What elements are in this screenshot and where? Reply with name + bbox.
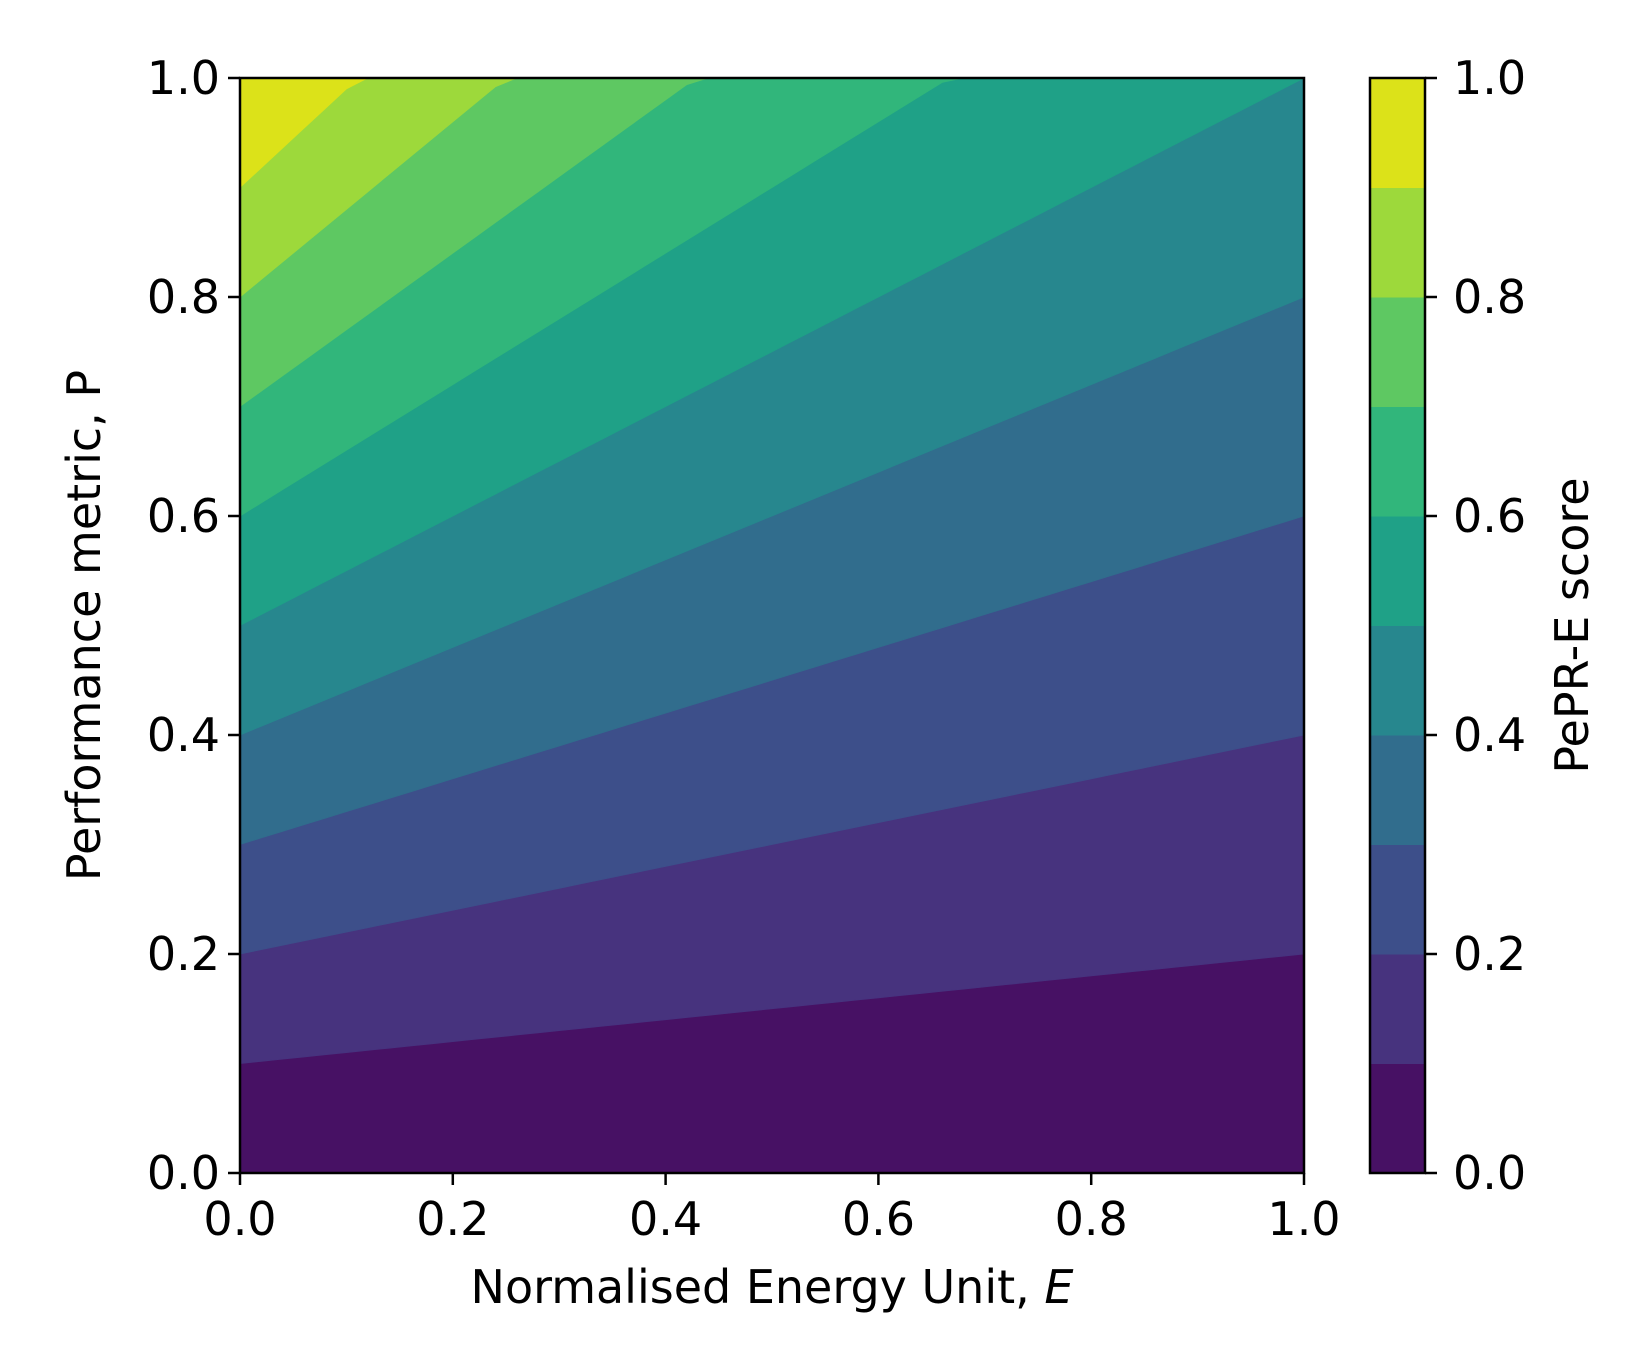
x-tick-label: 0.8 — [1055, 1192, 1128, 1246]
colorbar-tick-label: 0.6 — [1453, 489, 1526, 543]
colorbar-label: PePR-E score — [1545, 477, 1599, 773]
colorbar-segment — [1370, 187, 1425, 298]
y-axis-label: Performance metric, P — [57, 370, 111, 881]
colorbar-axis: 0.0 0.2 0.4 0.6 0.8 1.0 — [1425, 51, 1526, 1200]
colorbar-tick-label: 0.8 — [1453, 270, 1526, 324]
colorbar-segment — [1370, 735, 1425, 845]
colorbar-segment — [1370, 844, 1425, 955]
x-tick-label: 0.4 — [629, 1192, 702, 1246]
colorbar-segment — [1370, 297, 1425, 407]
colorbar-tick-label: 0.0 — [1453, 1146, 1526, 1200]
plot-frame — [238, 76, 1306, 1175]
colorbar-segment — [1370, 78, 1425, 188]
x-tick-label: 0.0 — [203, 1192, 276, 1246]
x-tick-label: 0.2 — [416, 1192, 489, 1246]
colorbar-segment — [1370, 406, 1425, 517]
contour-bands — [239, 77, 1305, 1174]
x-tick-label: 0.6 — [842, 1192, 915, 1246]
y-tick-label: 0.2 — [147, 927, 220, 981]
x-tick-label: 1.0 — [1267, 1192, 1340, 1246]
x-axis-label: Normalised Energy Unit, E — [471, 1260, 1074, 1314]
colorbar-tick-label: 0.2 — [1453, 927, 1526, 981]
y-tick-label: 0.0 — [147, 1146, 220, 1200]
colorbar-tick-label: 1.0 — [1453, 51, 1526, 105]
colorbar-segment — [1370, 1063, 1425, 1174]
x-axis: 0.0 0.2 0.4 0.6 0.8 1.0 — [203, 1173, 1341, 1246]
y-tick-label: 0.4 — [147, 708, 220, 762]
y-tick-label: 0.6 — [147, 489, 220, 543]
colorbar-segment — [1370, 625, 1425, 736]
y-tick-label: 1.0 — [147, 51, 220, 105]
y-axis: 0.0 0.2 0.4 0.6 0.8 1.0 — [147, 51, 240, 1200]
colorbar — [1370, 78, 1425, 1174]
colorbar-tick-label: 0.4 — [1453, 708, 1526, 762]
colorbar-frame — [1368, 76, 1427, 1175]
colorbar-segment — [1370, 516, 1425, 626]
y-tick-label: 0.8 — [147, 270, 220, 324]
colorbar-segment — [1370, 954, 1425, 1064]
